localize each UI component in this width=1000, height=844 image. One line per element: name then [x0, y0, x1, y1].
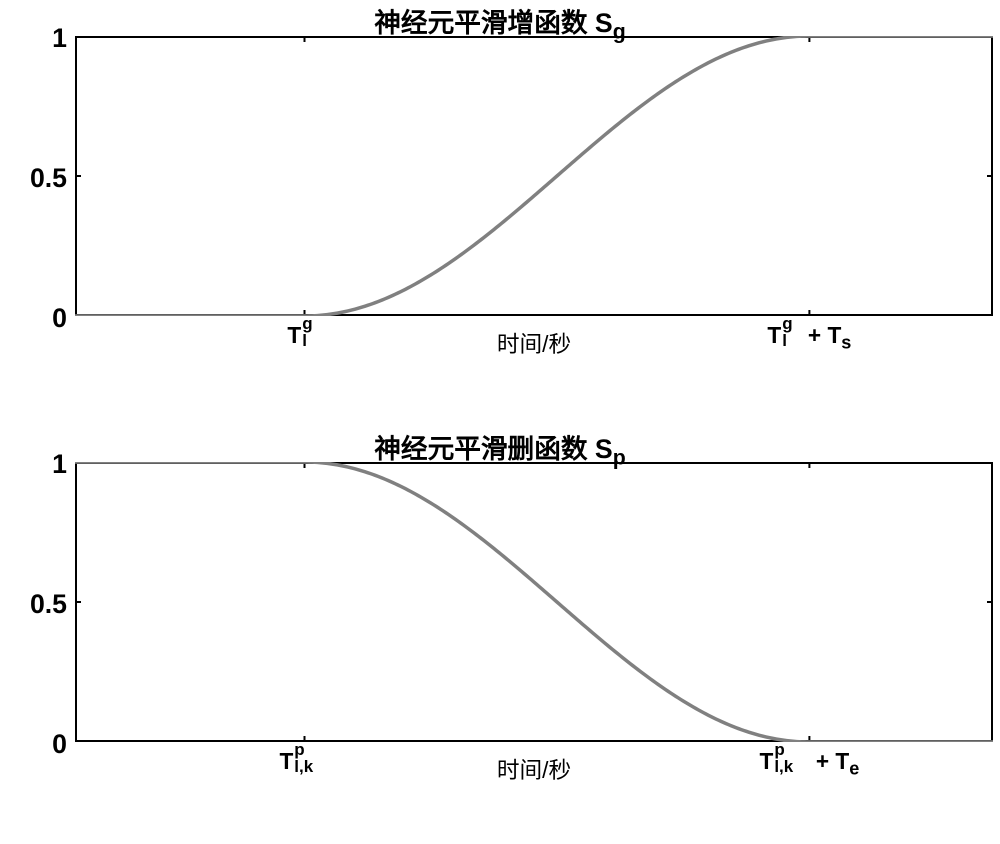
- figure-container: 神经元平滑增函数 Sg 00.51 TglTgl + Ts 时间/秒 神经元平滑…: [0, 0, 1000, 844]
- ytick-label: 0: [52, 303, 67, 334]
- ytick-label: 0.5: [30, 589, 67, 620]
- curve-line: [75, 462, 993, 742]
- bottom-chart: [75, 462, 993, 742]
- top-chart: [75, 36, 993, 316]
- ytick-label: 1: [52, 23, 67, 54]
- bottom-chart-xlabel: 时间/秒: [75, 752, 993, 785]
- ytick-label: 1: [52, 449, 67, 480]
- top-chart-xlabel: 时间/秒: [75, 326, 993, 359]
- ytick-label: 0.5: [30, 163, 67, 194]
- ytick-label: 0: [52, 729, 67, 760]
- curve-line: [75, 36, 993, 316]
